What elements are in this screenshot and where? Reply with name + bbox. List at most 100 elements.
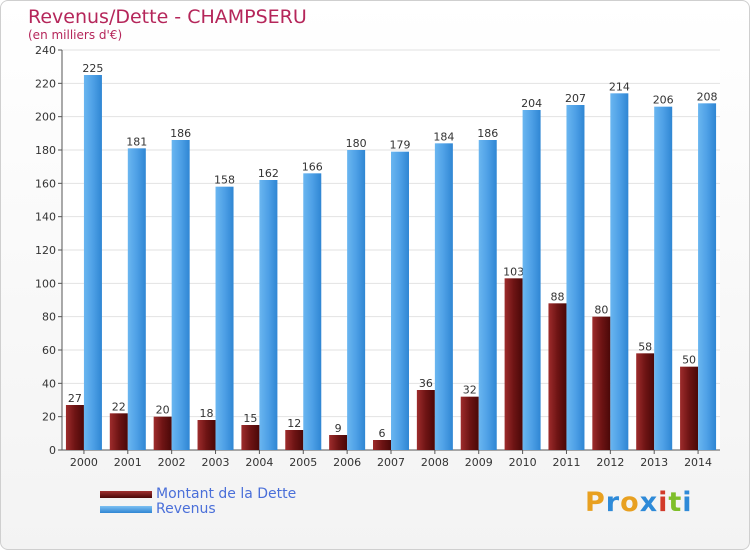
bar-revenus-2012	[610, 93, 629, 450]
data-label-dette-2013: 58	[638, 340, 652, 353]
y-tick-label-0: 0	[49, 444, 56, 457]
data-label-revenus-2011: 207	[565, 92, 586, 105]
data-label-dette-2002: 20	[156, 404, 170, 417]
data-label-revenus-2014: 208	[697, 90, 718, 103]
data-label-dette-2014: 50	[682, 354, 696, 367]
data-label-revenus-2010: 204	[521, 97, 542, 110]
data-label-dette-2001: 22	[112, 400, 126, 413]
x-tick-label-2010: 2010	[509, 456, 537, 469]
bar-dette-2011	[548, 303, 567, 450]
y-tick-label-160: 160	[35, 177, 56, 190]
y-tick-label-240: 240	[35, 44, 56, 57]
legend-swatch-revenus	[100, 505, 152, 513]
data-label-dette-2003: 18	[200, 407, 214, 420]
data-label-dette-2007: 6	[379, 427, 386, 440]
data-label-dette-2012: 80	[594, 304, 608, 317]
bar-dette-2014	[680, 366, 699, 450]
bar-dette-2004	[241, 425, 260, 450]
bar-dette-2003	[197, 420, 216, 450]
x-tick-label-2005: 2005	[289, 456, 317, 469]
bar-revenus-2004	[259, 180, 278, 450]
chart-subtitle: (en milliers d'€)	[28, 28, 123, 42]
data-label-revenus-2000: 225	[82, 62, 103, 75]
y-tick-label-120: 120	[35, 244, 56, 257]
x-tick-label-2006: 2006	[333, 456, 361, 469]
data-label-revenus-2012: 214	[609, 80, 630, 93]
legend-label-dette: Montant de la Dette	[156, 486, 297, 502]
bar-revenus-2000	[83, 75, 102, 450]
y-tick-label-200: 200	[35, 111, 56, 124]
bar-revenus-2001	[127, 148, 146, 451]
bar-revenus-2013	[654, 106, 673, 451]
bar-revenus-2010	[522, 110, 541, 450]
data-label-dette-2008: 36	[419, 377, 433, 390]
bar-revenus-2011	[566, 105, 585, 450]
bar-revenus-2007	[391, 151, 409, 450]
y-tick-label-60: 60	[42, 344, 56, 357]
y-tick-label-220: 220	[35, 77, 56, 90]
data-label-dette-2011: 88	[550, 290, 564, 303]
logo-letter: r	[605, 487, 621, 518]
logo-letter: t	[668, 487, 683, 518]
legend-item-revenus: Revenus	[100, 501, 216, 517]
data-label-dette-2004: 15	[243, 412, 257, 425]
chart-title: Revenus/Dette - CHAMPSERU	[28, 6, 307, 28]
data-label-revenus-2006: 180	[346, 137, 367, 150]
data-label-dette-2009: 32	[463, 384, 477, 397]
x-tick-label-2003: 2003	[202, 456, 230, 469]
x-tick-label-2004: 2004	[245, 456, 273, 469]
bar-dette-2005	[285, 430, 304, 450]
bar-revenus-2003	[215, 186, 234, 450]
bar-dette-2008	[416, 390, 435, 450]
logo-letter: i	[658, 487, 669, 518]
logo-letter: P	[585, 487, 606, 518]
data-label-revenus-2005: 166	[302, 160, 323, 173]
proxiti-logo: Proxiti	[585, 487, 693, 518]
x-tick-label-2008: 2008	[421, 456, 449, 469]
data-label-revenus-2004: 162	[258, 167, 279, 180]
y-tick-label-20: 20	[42, 411, 56, 424]
data-label-revenus-2008: 184	[433, 130, 454, 143]
data-label-dette-2000: 27	[68, 392, 82, 405]
bar-revenus-2008	[434, 143, 453, 451]
bar-dette-2002	[153, 416, 172, 450]
x-tick-label-2011: 2011	[552, 456, 580, 469]
x-tick-label-2002: 2002	[158, 456, 186, 469]
x-tick-label-2001: 2001	[114, 456, 142, 469]
logo-letter: o	[620, 487, 640, 518]
bar-revenus-2006	[347, 150, 366, 450]
data-label-dette-2005: 12	[287, 417, 301, 430]
x-tick-label-2007: 2007	[377, 456, 405, 469]
data-label-dette-2010: 103	[503, 265, 524, 278]
bar-dette-2007	[373, 440, 391, 450]
y-tick-label-140: 140	[35, 211, 56, 224]
y-tick-label-80: 80	[42, 311, 56, 324]
bar-revenus-2014	[698, 103, 717, 450]
x-tick-label-2012: 2012	[596, 456, 624, 469]
bar-dette-2001	[109, 413, 128, 450]
legend-item-dette: Montant de la Dette	[100, 486, 297, 502]
x-tick-label-2014: 2014	[684, 456, 712, 469]
data-label-revenus-2002: 186	[170, 127, 191, 140]
y-tick-label-40: 40	[42, 377, 56, 390]
bar-dette-2013	[636, 353, 655, 450]
bar-revenus-2002	[171, 140, 190, 450]
logo-letter: x	[639, 487, 659, 518]
y-tick-label-180: 180	[35, 144, 56, 157]
bar-dette-2010	[504, 278, 523, 450]
x-tick-label-2000: 2000	[70, 456, 98, 469]
data-label-dette-2006: 9	[335, 422, 342, 435]
x-tick-label-2009: 2009	[465, 456, 493, 469]
legend-label-revenus: Revenus	[156, 501, 216, 517]
x-tick-label-2013: 2013	[640, 456, 668, 469]
bar-revenus-2005	[303, 173, 322, 451]
bar-dette-2006	[329, 435, 348, 450]
bar-revenus-2009	[478, 140, 497, 450]
logo-letter: i	[682, 487, 693, 518]
y-tick-label-100: 100	[35, 277, 56, 290]
bar-dette-2012	[592, 316, 611, 450]
data-label-revenus-2013: 206	[653, 94, 674, 107]
data-label-revenus-2009: 186	[477, 127, 498, 140]
legend-swatch-dette	[100, 490, 152, 498]
